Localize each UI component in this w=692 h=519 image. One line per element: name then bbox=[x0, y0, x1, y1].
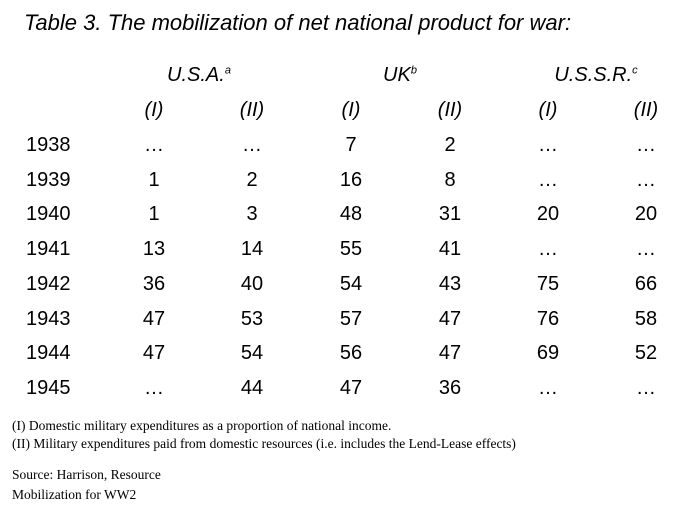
column-subheader: (II) bbox=[633, 99, 659, 121]
country-footnote-mark: c bbox=[632, 64, 638, 77]
table-cell: 14 bbox=[240, 238, 264, 261]
country-header: U.S.A.a bbox=[167, 64, 231, 87]
table-cell: 54 bbox=[339, 272, 363, 295]
note-i: (I) Domestic military expenditures as a … bbox=[12, 418, 392, 433]
table-cell: 20 bbox=[634, 203, 658, 226]
country-header: UKb bbox=[383, 64, 417, 87]
table-cell: 48 bbox=[339, 203, 363, 226]
table-cell: 13 bbox=[142, 238, 166, 261]
table-cell: 36 bbox=[438, 376, 462, 399]
table-cell: … bbox=[538, 134, 558, 156]
table-cell: 43 bbox=[438, 272, 462, 295]
country-footnote-mark: b bbox=[410, 64, 417, 77]
row-year: 1942 bbox=[26, 272, 71, 295]
row-year: 1940 bbox=[26, 203, 71, 226]
column-subheader: (II) bbox=[239, 99, 265, 121]
row-year: 1944 bbox=[26, 342, 71, 365]
table-cell: 16 bbox=[339, 168, 363, 191]
table-cell: … bbox=[144, 376, 164, 399]
column-subheader: (I) bbox=[144, 99, 164, 121]
table-title: Table 3. The mobilization of net nationa… bbox=[24, 10, 572, 35]
column-subheader: (I) bbox=[538, 99, 558, 121]
table-cell: 3 bbox=[246, 203, 258, 226]
table-cell: 76 bbox=[536, 307, 560, 330]
table-cell: 36 bbox=[142, 272, 166, 295]
table-cell: 47 bbox=[438, 342, 462, 365]
table-cell: … bbox=[538, 238, 558, 261]
column-subheader: (I) bbox=[341, 99, 361, 121]
table-cell: … bbox=[538, 168, 558, 191]
source-line-2: Mobilization for WW2 bbox=[12, 487, 137, 502]
row-year: 1941 bbox=[26, 238, 71, 261]
table-cell: 47 bbox=[142, 342, 166, 365]
table-cell: … bbox=[636, 134, 656, 156]
table-cell: … bbox=[144, 134, 164, 156]
table-cell: 57 bbox=[339, 307, 363, 330]
table-cell: 41 bbox=[438, 238, 462, 261]
country-name: U.S.S.R. bbox=[554, 64, 633, 86]
table-cell: 55 bbox=[339, 238, 363, 261]
table-cell: 40 bbox=[240, 272, 264, 295]
row-year: 1939 bbox=[26, 168, 71, 191]
table-cell: 69 bbox=[536, 342, 560, 365]
table-cell: … bbox=[242, 134, 262, 156]
table-cell: 8 bbox=[444, 168, 456, 191]
table-cell: 58 bbox=[634, 307, 658, 330]
table-cell: … bbox=[636, 238, 656, 261]
row-year: 1938 bbox=[26, 134, 71, 156]
table-cell: 7 bbox=[345, 134, 357, 156]
table-cell: … bbox=[538, 376, 558, 399]
table-cell: … bbox=[636, 376, 656, 399]
country-header: U.S.S.R.c bbox=[554, 64, 637, 87]
column-subheader: (II) bbox=[437, 99, 463, 121]
country-footnote-mark: a bbox=[224, 64, 231, 77]
row-year: 1943 bbox=[26, 307, 71, 330]
table-cell: 31 bbox=[438, 203, 462, 226]
country-name: UK bbox=[383, 64, 411, 86]
table-cell: 1 bbox=[148, 168, 160, 191]
table-cell: 52 bbox=[634, 342, 658, 365]
row-year: 1945 bbox=[26, 376, 71, 399]
table-cell: 75 bbox=[536, 272, 560, 295]
table-cell: 1 bbox=[148, 203, 160, 226]
table-cell: 47 bbox=[438, 307, 462, 330]
country-name: U.S.A. bbox=[167, 64, 225, 86]
table-cell: 2 bbox=[246, 168, 258, 191]
table-cell: 66 bbox=[634, 272, 658, 295]
table-cell: 47 bbox=[339, 376, 363, 399]
table-cell: 47 bbox=[142, 307, 166, 330]
source-line-1: Source: Harrison, Resource bbox=[12, 467, 161, 482]
table-cell: … bbox=[636, 168, 656, 191]
table-cell: 54 bbox=[240, 342, 264, 365]
table-cell: 56 bbox=[339, 342, 363, 365]
table-cell: 53 bbox=[240, 307, 264, 330]
table-cell: 2 bbox=[444, 134, 456, 156]
note-ii: (II) Military expenditures paid from dom… bbox=[12, 436, 516, 451]
table-cell: 20 bbox=[536, 203, 560, 226]
table-cell: 44 bbox=[240, 376, 264, 399]
